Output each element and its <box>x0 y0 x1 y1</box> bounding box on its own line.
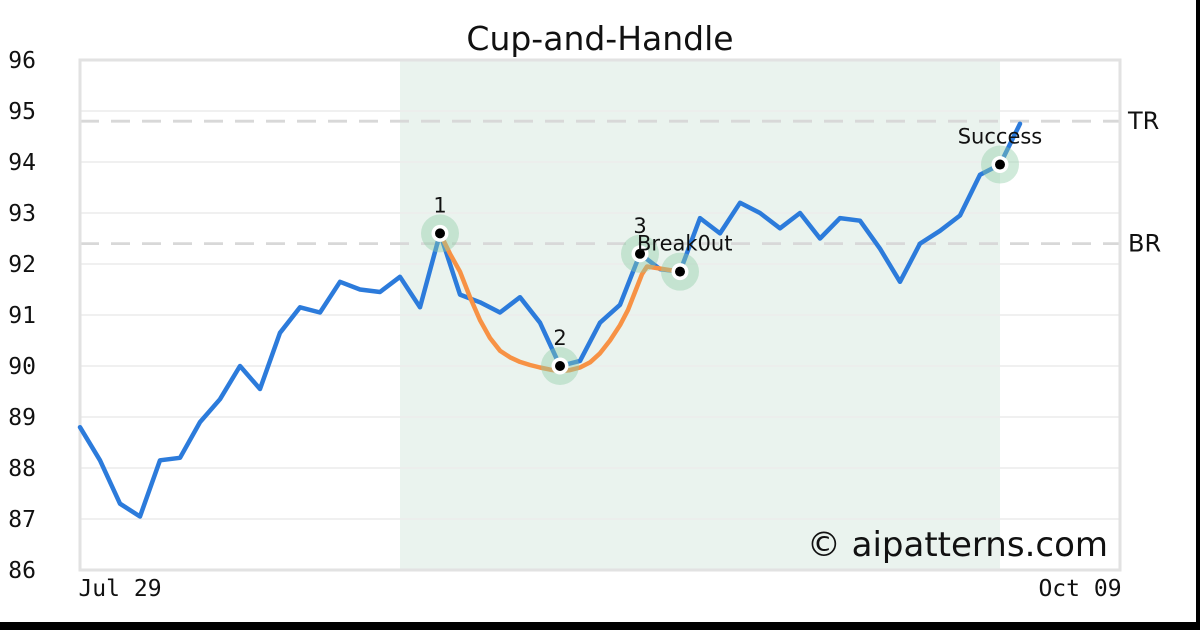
annotation-1: 1 <box>433 193 446 217</box>
chart-title: Cup-and-Handle <box>466 19 733 58</box>
threshold-label-br: BR <box>1128 230 1161 258</box>
bottom-border-bar <box>0 622 1200 630</box>
y-tick-label: 96 <box>8 48 36 74</box>
marker-dot <box>435 228 445 239</box>
right-border-bar <box>1196 0 1200 630</box>
x-tick-label-end: Oct 09 <box>1038 576 1121 602</box>
price-line <box>77 121 1023 519</box>
y-tick-label: 94 <box>8 150 36 176</box>
y-tick-label: 88 <box>8 456 36 482</box>
marker-dot <box>555 361 565 371</box>
y-tick-label: 86 <box>8 558 36 584</box>
y-tick-label: 87 <box>8 507 36 533</box>
y-tick-label: 90 <box>8 354 36 380</box>
annotation-3: 3 <box>633 214 646 238</box>
annotation-2: 2 <box>553 326 566 350</box>
marker-dot <box>635 248 645 259</box>
plot-border <box>78 58 1122 572</box>
marker-dot <box>675 266 685 277</box>
x-tick-label-start: Jul 29 <box>78 576 161 602</box>
annotation-success: Success <box>958 125 1043 149</box>
y-tick-label: 93 <box>8 201 36 227</box>
watermark: © aipatterns.com <box>807 525 1108 565</box>
threshold-label-tr: TR <box>1127 107 1159 135</box>
y-tick-label: 95 <box>8 99 36 125</box>
marker-dot <box>995 159 1005 170</box>
annotation-break0ut: Break0ut <box>637 232 732 256</box>
y-tick-label: 91 <box>8 303 36 329</box>
y-tick-label: 92 <box>8 252 36 278</box>
y-tick-label: 89 <box>8 405 36 431</box>
